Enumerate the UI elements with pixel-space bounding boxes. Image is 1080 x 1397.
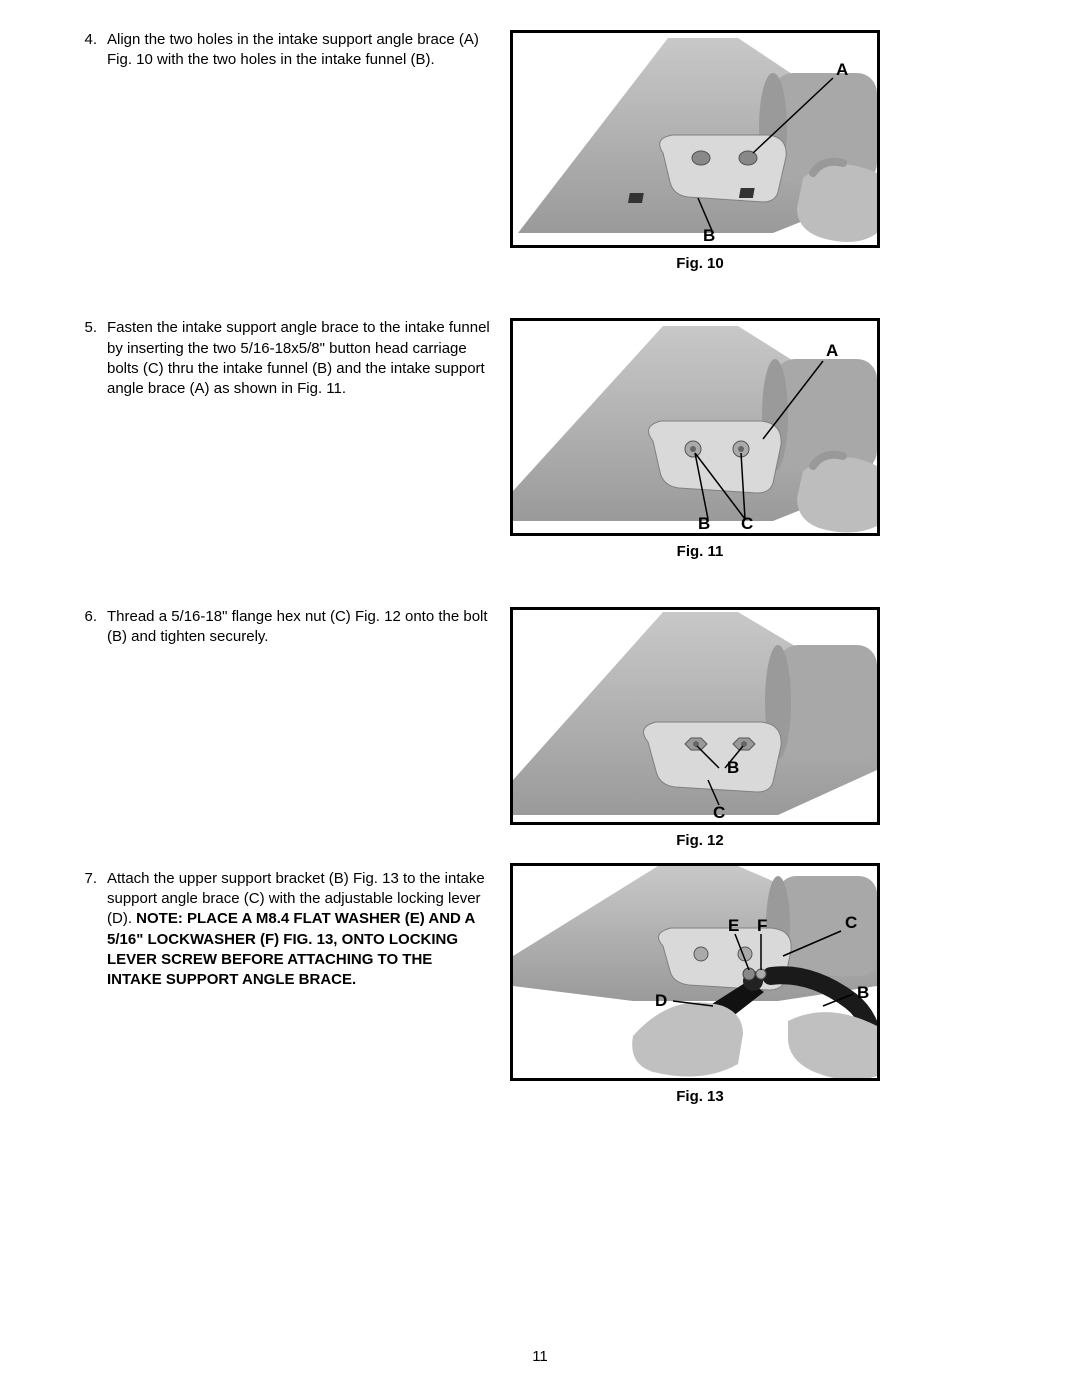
page-number: 11	[0, 1347, 1080, 1367]
figure-12-caption: Fig. 12	[510, 831, 890, 851]
fig13-label-d: D	[655, 991, 667, 1010]
step-number: 4.	[65, 30, 107, 71]
step-text: Thread a 5/16-18" flange hex nut (C) Fig…	[107, 607, 490, 648]
fig12-label-b: B	[727, 758, 739, 777]
figure-13-caption: Fig. 13	[510, 1087, 890, 1107]
figure-13: E F C D B	[510, 863, 880, 1081]
fig10-label-b: B	[703, 226, 715, 245]
fig12-label-c: C	[713, 803, 725, 822]
fig10-label-a: A	[836, 60, 848, 79]
figure-10: A B	[510, 30, 880, 248]
figure-11: A B C	[510, 318, 880, 536]
step-number: 5.	[65, 318, 107, 399]
fig13-label-c: C	[845, 913, 857, 932]
figure-10-caption: Fig. 10	[510, 254, 890, 274]
step-text: Align the two holes in the intake suppor…	[107, 30, 490, 71]
fig11-label-c: C	[741, 514, 753, 533]
step-text: Attach the upper support bracket (B) Fig…	[107, 869, 490, 991]
fig13-label-e: E	[728, 916, 739, 935]
step-number: 6.	[65, 607, 107, 648]
figure-12: B C	[510, 607, 880, 825]
step-number: 7.	[65, 869, 107, 991]
fig11-label-b: B	[698, 514, 710, 533]
fig11-label-a: A	[826, 341, 838, 360]
figure-11-caption: Fig. 11	[510, 542, 890, 562]
fig13-label-f: F	[757, 916, 767, 935]
step7-bold: NOTE: PLACE A M8.4 FLAT WASHER (E) AND A…	[107, 910, 475, 988]
fig13-label-b: B	[857, 983, 869, 1002]
step-text: Fasten the intake support angle brace to…	[107, 318, 490, 399]
